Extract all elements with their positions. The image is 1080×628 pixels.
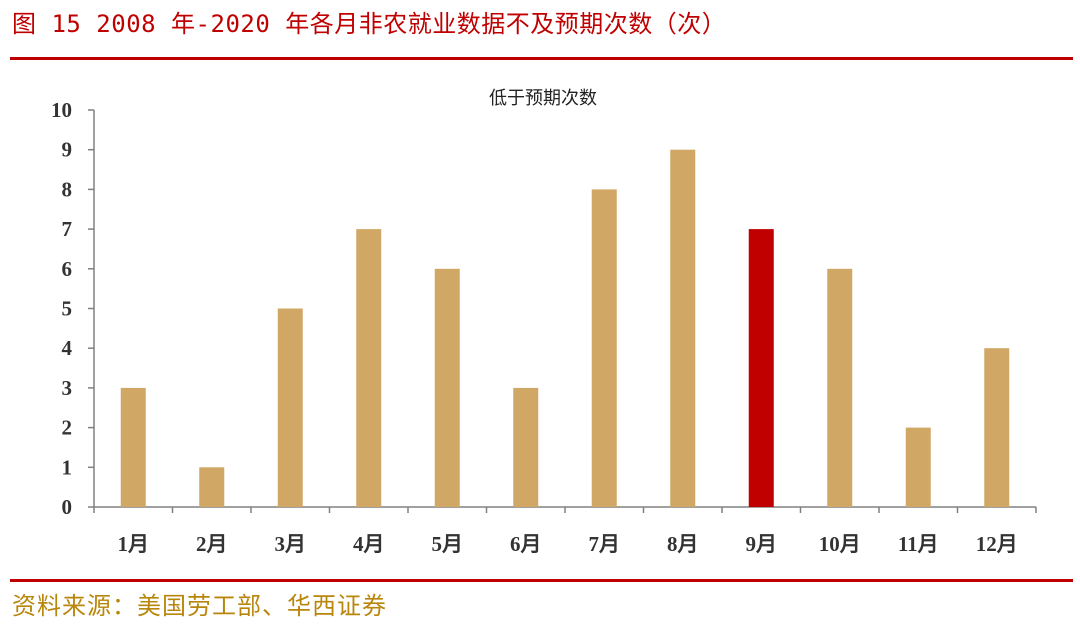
x-category-label: 6月 <box>510 532 542 556</box>
bar-3 <box>277 308 303 507</box>
top-divider <box>10 57 1073 60</box>
y-tick-label: 3 <box>62 376 73 400</box>
source-note: 资料来源：美国劳工部、华西证券 <box>12 592 387 620</box>
x-category-label: 1月 <box>118 532 150 556</box>
x-category-label: 11月 <box>898 532 939 556</box>
bar-11 <box>905 427 931 507</box>
bottom-divider <box>10 579 1073 582</box>
y-tick-label: 6 <box>62 257 73 281</box>
y-tick-label: 8 <box>62 177 73 201</box>
x-labels-group: 1月 2月 3月 4月 5月 6月 7月 8月 9月 10月 11月 12月 <box>118 532 1018 556</box>
bar-12 <box>984 348 1010 507</box>
figure-title: 图 15 2008 年-2020 年各月非农就业数据不及预期次数（次） <box>12 10 727 38</box>
x-category-label: 10月 <box>819 532 861 556</box>
bar-4 <box>356 229 382 507</box>
bar-10 <box>827 268 853 507</box>
x-category-label: 3月 <box>275 532 307 556</box>
x-category-label: 9月 <box>746 532 778 556</box>
x-category-label: 5月 <box>432 532 464 556</box>
y-tick-label: 9 <box>62 138 73 162</box>
y-tick-label: 0 <box>62 495 73 519</box>
bar-9 <box>748 229 774 507</box>
y-tick-label: 1 <box>62 455 73 479</box>
x-category-label: 4月 <box>353 532 385 556</box>
bar-8 <box>670 149 696 507</box>
bar-chart: 低于预期次数 0 1 2 3 4 5 6 7 8 9 10 1月 2月 3月 4月 5月 6月 7月 8月 9月 10… <box>51 88 1037 556</box>
bars-group <box>120 149 1010 507</box>
chart-title: 低于预期次数 <box>489 88 597 109</box>
x-category-label: 7月 <box>589 532 621 556</box>
bar-1 <box>120 387 146 507</box>
x-axis <box>93 506 1037 513</box>
y-tick-label: 5 <box>62 297 73 321</box>
bar-5 <box>434 268 460 507</box>
bar-7 <box>591 189 617 507</box>
y-tick-label: 7 <box>62 217 73 241</box>
y-tick-label: 2 <box>62 416 73 440</box>
bar-6 <box>513 387 539 507</box>
y-axis: 0 1 2 3 4 5 6 7 8 9 10 <box>51 98 95 519</box>
x-category-label: 12月 <box>976 532 1018 556</box>
x-category-label: 8月 <box>667 532 699 556</box>
y-tick-label: 4 <box>62 336 73 360</box>
bar-2 <box>199 467 225 507</box>
x-category-label: 2月 <box>196 532 228 556</box>
y-tick-label: 10 <box>51 98 72 122</box>
